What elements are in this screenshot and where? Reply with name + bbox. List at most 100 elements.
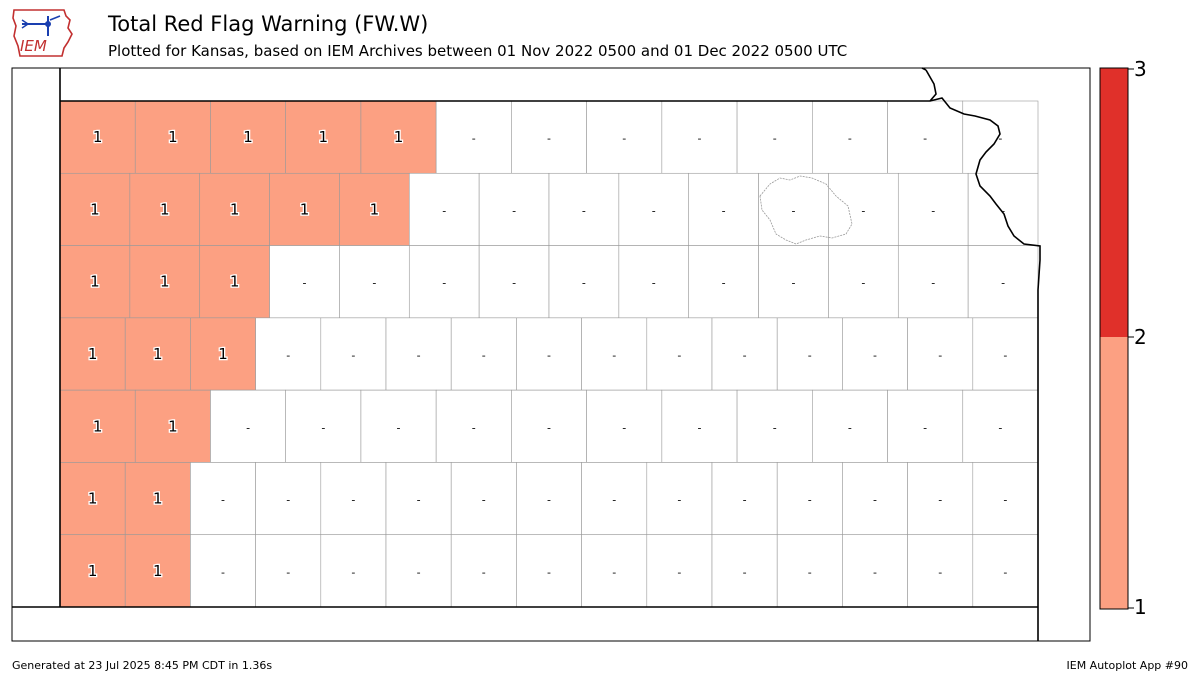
county-value-label: -	[743, 349, 747, 362]
generated-timestamp: Generated at 23 Jul 2025 8:45 PM CDT in …	[12, 659, 273, 672]
county-value-label: -	[808, 349, 812, 362]
county-cell	[511, 100, 587, 174]
county-value-label: -	[582, 204, 586, 217]
county-cell	[129, 245, 201, 319]
county-cell	[711, 317, 778, 391]
county-value-label: -	[612, 494, 616, 507]
county-value-label: -	[221, 566, 225, 579]
county-labels: 1 1 1 1 1 - - - - - - - - 1 1 1 1 1 - - - - - - - - - 1 1 1 - - - - - - - - - -…	[87, 127, 1008, 581]
county-cell	[758, 245, 829, 319]
county-value-label: -	[622, 132, 626, 145]
county-value-label: 1	[90, 200, 100, 218]
county-value-label: -	[286, 349, 290, 362]
county-cell	[907, 317, 974, 391]
county-value-label: -	[1003, 349, 1007, 362]
county-value-label: -	[547, 421, 551, 434]
county-value-label: -	[652, 204, 656, 217]
county-cell	[548, 172, 620, 246]
county-value-label: -	[1001, 204, 1005, 217]
county-value-label: -	[722, 204, 726, 217]
county-cell	[776, 534, 843, 608]
county-cell	[736, 100, 813, 174]
county-value-label: -	[417, 566, 421, 579]
county-value-label: -	[612, 349, 616, 362]
county-cell	[320, 317, 387, 391]
legend-band-2-3	[1100, 68, 1128, 337]
county-cell	[581, 462, 648, 536]
county-cell	[320, 462, 387, 536]
county-value-label: 1	[168, 128, 178, 146]
county-value-label: -	[861, 204, 865, 217]
county-cell	[408, 245, 480, 319]
map-title: Total Red Flag Warning (FW.W)	[108, 12, 429, 36]
county-value-label: -	[873, 566, 877, 579]
county-cell	[688, 172, 759, 246]
county-cell	[842, 317, 908, 391]
river-line	[759, 175, 853, 245]
county-cell	[581, 317, 648, 391]
county-cell	[812, 389, 888, 463]
county-cell	[269, 245, 340, 319]
county-cell	[210, 100, 286, 174]
county-value-label: -	[351, 566, 355, 579]
county-cell	[59, 389, 136, 463]
county-cell	[199, 245, 270, 319]
county-value-label: -	[773, 132, 777, 145]
legend-tick-3: 3	[1134, 57, 1147, 81]
county-value-label: -	[472, 132, 476, 145]
county-value-label: -	[938, 349, 942, 362]
county-value-label: -	[221, 494, 225, 507]
county-cell	[758, 172, 829, 246]
county-cell	[516, 317, 582, 391]
county-value-label: -	[808, 494, 812, 507]
county-cell	[828, 245, 899, 319]
county-cell	[450, 317, 517, 391]
county-value-label: -	[697, 421, 701, 434]
county-cell	[210, 389, 286, 463]
county-value-label: -	[677, 566, 681, 579]
county-cell	[511, 389, 587, 463]
county-cell	[134, 100, 211, 174]
county-value-label: -	[652, 277, 656, 290]
county-value-label: -	[743, 494, 747, 507]
county-cell	[887, 389, 964, 463]
county-value-label: -	[998, 132, 1002, 145]
county-value-label: -	[931, 277, 935, 290]
logo-text: IEM	[20, 37, 47, 55]
county-cell	[255, 462, 322, 536]
iem-logo: IEM	[12, 9, 73, 57]
county-cell	[688, 245, 759, 319]
county-value-label: -	[442, 277, 446, 290]
state-borders	[12, 67, 1041, 641]
county-value-label: -	[397, 421, 401, 434]
county-value-label: -	[1003, 494, 1007, 507]
county-value-label: -	[743, 566, 747, 579]
county-value-label: -	[547, 566, 551, 579]
county-cell	[385, 534, 452, 608]
county-value-label: -	[547, 494, 551, 507]
county-value-label: -	[808, 566, 812, 579]
county-cell	[776, 462, 843, 536]
county-value-label: -	[417, 349, 421, 362]
county-cell	[972, 317, 1039, 391]
county-value-label: -	[873, 349, 877, 362]
county-value-label: 1	[319, 128, 329, 146]
county-cell	[450, 462, 517, 536]
county-cell	[661, 100, 738, 174]
county-cell	[661, 389, 738, 463]
county-value-label: 1	[88, 345, 98, 363]
county-value-label: -	[442, 204, 446, 217]
county-value-label: -	[482, 566, 486, 579]
county-value-label: -	[938, 494, 942, 507]
county-value-label: 1	[93, 417, 103, 435]
county-value-label: -	[482, 349, 486, 362]
county-cell	[618, 172, 690, 246]
county-cell	[360, 389, 437, 463]
county-value-label: -	[861, 277, 865, 290]
county-value-label: -	[1003, 566, 1007, 579]
county-value-label: 1	[218, 345, 228, 363]
county-value-label: 1	[168, 417, 178, 435]
county-value-label: -	[792, 204, 796, 217]
county-value-label: 1	[153, 345, 163, 363]
